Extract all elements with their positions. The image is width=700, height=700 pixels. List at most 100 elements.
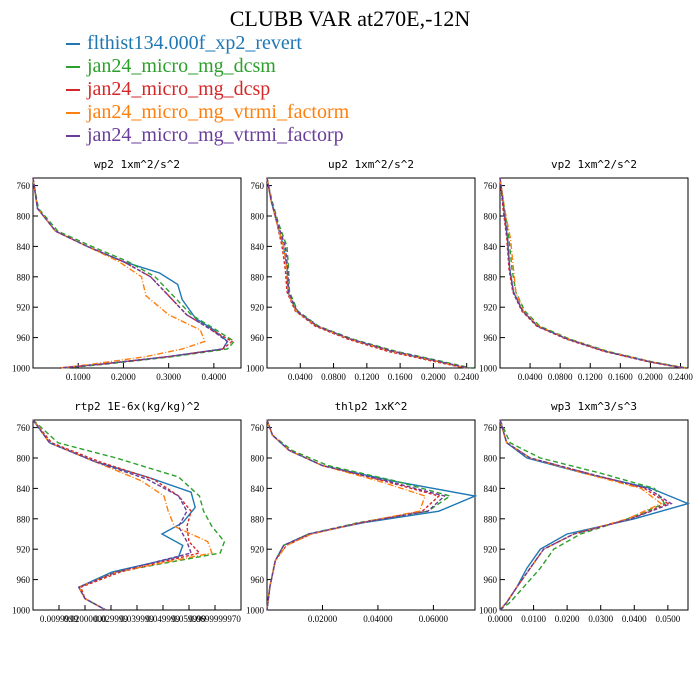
panel-frame	[499, 419, 689, 611]
x-tick-label: 0.039999	[120, 614, 154, 624]
y-tick-label: 840	[484, 242, 498, 252]
legend-swatch	[66, 42, 80, 45]
y-tick-label: 1000	[479, 606, 498, 616]
x-tick-label: 0.04000	[363, 614, 393, 624]
series-line	[499, 177, 687, 369]
series-line	[32, 177, 206, 369]
y-tick-label: 960	[251, 575, 265, 585]
series-line	[32, 419, 201, 611]
series-line	[266, 177, 466, 369]
x-tick-label: 0.0200	[555, 614, 580, 624]
series-line	[32, 177, 234, 369]
legend-label: flthist134.000f_xp2_revert	[87, 32, 302, 54]
y-tick-label: 1000	[246, 606, 265, 616]
series-line	[266, 419, 478, 611]
y-tick-label: 880	[251, 514, 265, 524]
series-line	[266, 177, 469, 369]
panel-frame	[32, 177, 242, 369]
x-tick-label: 0.1600	[608, 372, 633, 382]
x-tick-label: 0.1000	[66, 372, 91, 382]
series-line	[499, 419, 673, 611]
series-line	[266, 177, 471, 369]
y-tick-label: 840	[251, 242, 265, 252]
page-title: CLUBB VAR at270E,-12N	[229, 6, 471, 31]
legend-swatch	[66, 88, 80, 91]
x-tick-label: 0.02000000	[64, 614, 107, 624]
panel-frame	[499, 177, 689, 369]
panel-title: wp3 1xm^3/s^3	[551, 400, 637, 413]
y-tick-label: 760	[251, 181, 265, 191]
y-tick-label: 960	[484, 333, 498, 343]
series-line	[266, 177, 467, 369]
y-tick-label: 880	[17, 514, 31, 524]
series-line	[266, 419, 446, 611]
y-tick-label: 880	[251, 272, 265, 282]
y-tick-label: 920	[17, 545, 31, 555]
series-line	[32, 419, 213, 611]
x-tick-label: 0.2400	[668, 372, 693, 382]
x-tick-label: 0.0300	[588, 614, 613, 624]
y-tick-label: 920	[484, 545, 498, 555]
series-line	[499, 177, 686, 369]
series-line	[32, 419, 193, 611]
y-tick-label: 880	[484, 514, 498, 524]
x-tick-label: 0.02000	[308, 614, 338, 624]
series-line	[499, 177, 685, 369]
series-line	[499, 177, 685, 369]
y-tick-label: 840	[17, 242, 31, 252]
legend-item: jan24_micro_mg_vtrmi_factorm	[66, 101, 349, 124]
panel-title: thlp2 1xK^2	[335, 400, 408, 413]
panel-title: wp2 1xm^2/s^2	[94, 158, 180, 171]
x-tick-label: 0.1600	[388, 372, 413, 382]
legend-label: jan24_micro_mg_vtrmi_factorm	[87, 101, 350, 123]
y-tick-label: 760	[484, 423, 498, 433]
series-line	[266, 419, 427, 611]
x-tick-label: 0.0500	[655, 614, 680, 624]
series-line	[32, 177, 229, 369]
legend-swatch	[66, 65, 80, 68]
x-tick-label: 0.2000	[421, 372, 446, 382]
x-tick-label: 0.0099999	[40, 614, 79, 624]
x-tick-label: 0.0100	[521, 614, 546, 624]
y-tick-label: 960	[251, 333, 265, 343]
legend-label: jan24_micro_mg_dcsp	[87, 78, 271, 100]
x-tick-label: 0.06000	[419, 614, 449, 624]
y-tick-label: 760	[251, 423, 265, 433]
y-tick-label: 760	[17, 423, 31, 433]
x-tick-label: 0.1200	[578, 372, 603, 382]
y-tick-label: 920	[484, 303, 498, 313]
y-tick-label: 840	[251, 484, 265, 494]
x-tick-label: 0.0400	[518, 372, 543, 382]
x-tick-label: 0.0800	[321, 372, 346, 382]
y-tick-label: 800	[251, 212, 265, 222]
x-tick-label: 0.029999	[94, 614, 128, 624]
series-line	[32, 177, 236, 369]
y-tick-label: 800	[251, 454, 265, 464]
panel-frame	[266, 177, 476, 369]
y-tick-label: 880	[17, 272, 31, 282]
y-tick-label: 920	[251, 545, 265, 555]
x-tick-label: 0.2000	[111, 372, 136, 382]
x-tick-label: 0.2400	[454, 372, 479, 382]
legend: flthist134.000f_xp2_revert jan24_micro_m…	[66, 32, 349, 147]
series-line	[499, 177, 683, 369]
series-line	[499, 419, 663, 611]
series-line	[32, 177, 229, 369]
y-tick-label: 1000	[479, 364, 498, 374]
y-tick-label: 1000	[12, 364, 31, 374]
series-line	[32, 419, 226, 611]
y-tick-label: 760	[484, 181, 498, 191]
legend-label: jan24_micro_mg_vtrmi_factorp	[87, 124, 344, 146]
y-tick-label: 1000	[12, 606, 31, 616]
x-tick-label: 0.0400	[288, 372, 313, 382]
x-tick-label: 0.059999	[172, 614, 206, 624]
y-tick-label: 960	[484, 575, 498, 585]
x-tick-label: 0.0400	[622, 614, 647, 624]
legend-item: jan24_micro_mg_dcsm	[66, 55, 349, 78]
y-tick-label: 960	[17, 333, 31, 343]
legend-swatch	[66, 111, 80, 114]
x-tick-label: 0.0000	[488, 614, 513, 624]
panel-frame	[266, 419, 476, 611]
legend-item: jan24_micro_mg_vtrmi_factorp	[66, 124, 349, 147]
